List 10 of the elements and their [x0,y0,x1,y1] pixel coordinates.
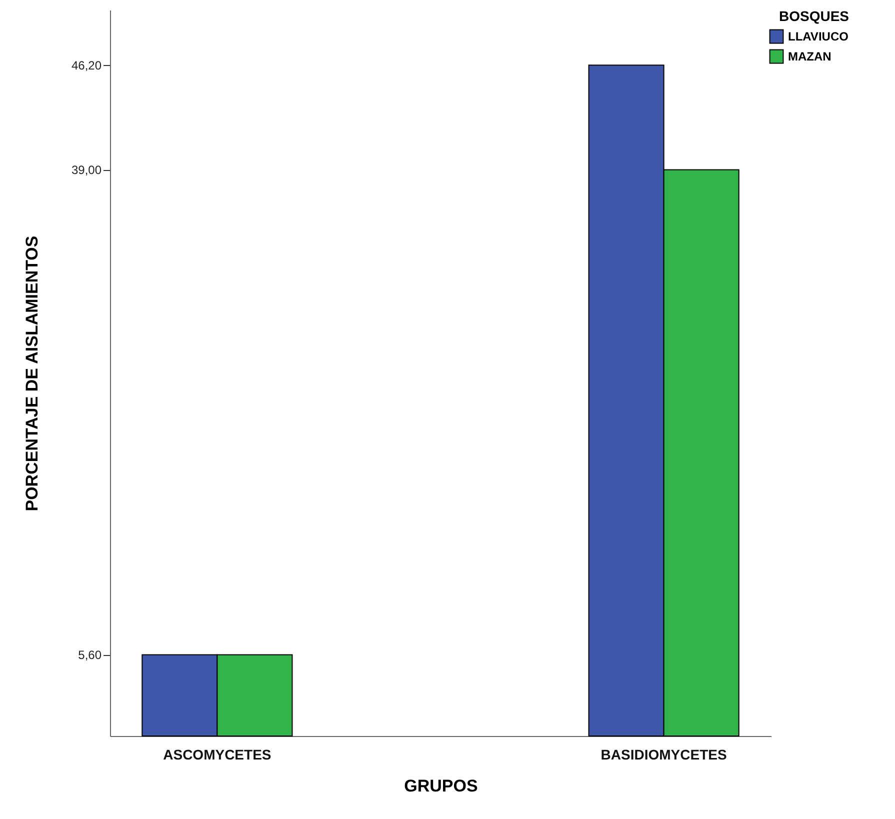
x-tick-label: BASIDIOMYCETES [600,746,727,762]
legend-label: LLAVIUCO [788,30,848,44]
y-tick-label: 39,00 [71,163,102,178]
x-tick-label: ASCOMYCETES [163,746,272,762]
y-tick-label: 5,60 [78,648,102,662]
y-tick-label: 46,20 [71,58,102,73]
x-axis-title: GRUPOS [404,776,478,796]
y-axis-title: PORCENTAJE DE AISLAMIENTOS [22,236,42,512]
legend-title: BOSQUES [779,8,850,24]
legend-label: MAZAN [788,50,832,64]
